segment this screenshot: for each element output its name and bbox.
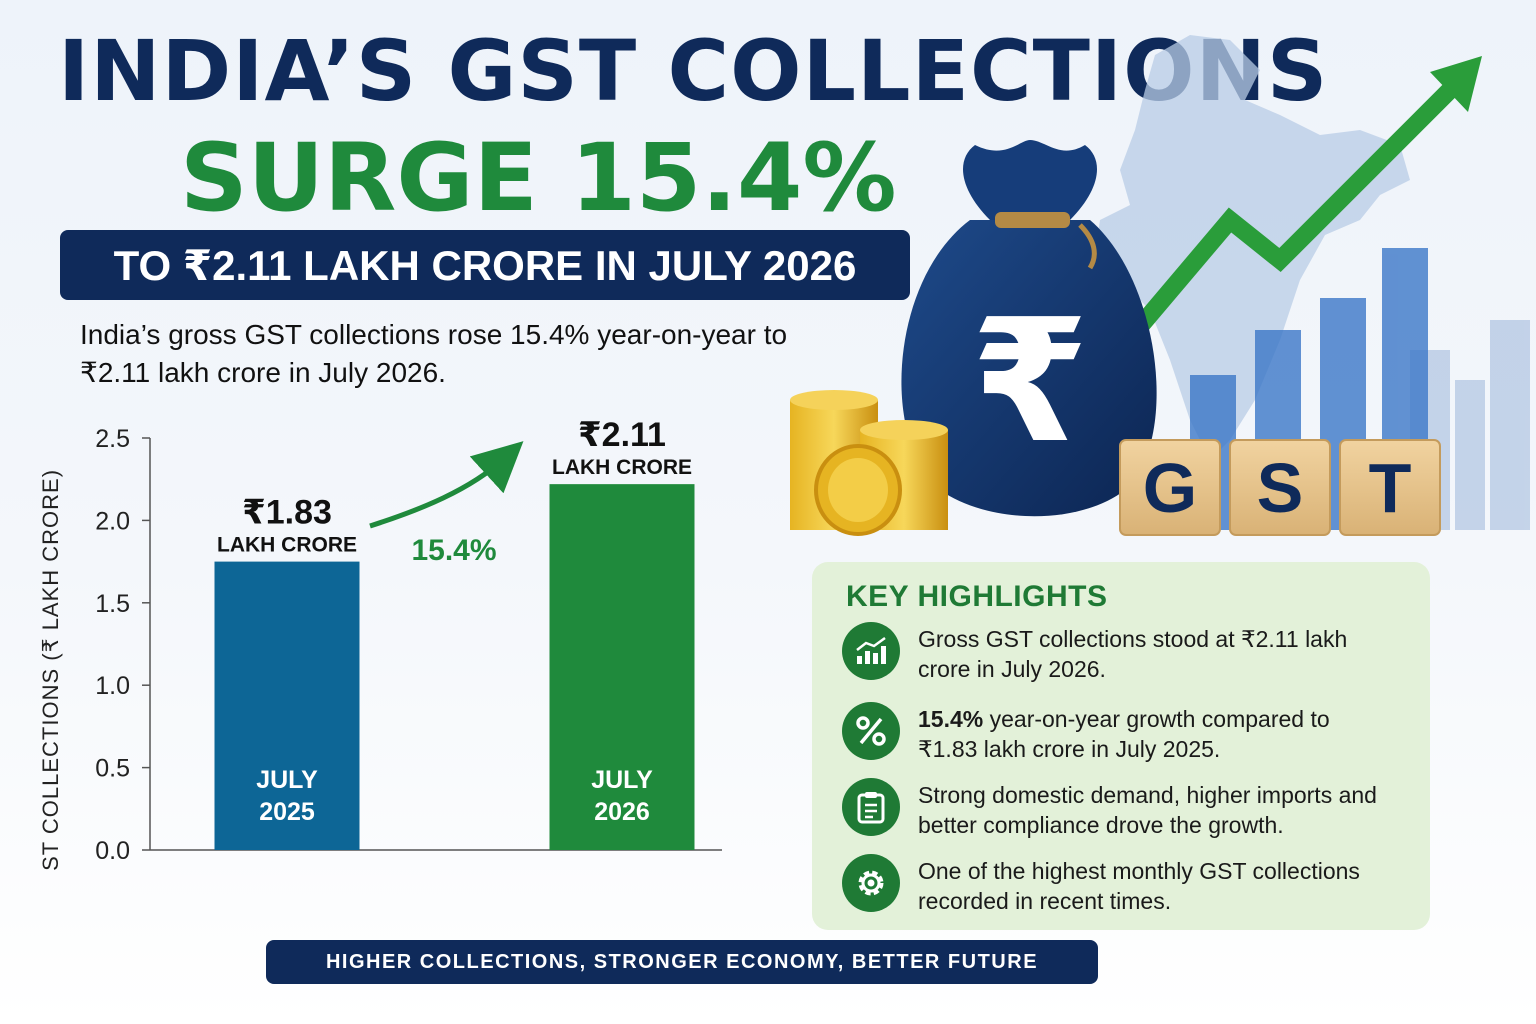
bar-unit-label: LAKH CRORE — [217, 534, 357, 557]
intro-text: India’s gross GST collections rose 15.4%… — [80, 319, 788, 388]
x-category-label: 2026 — [594, 798, 650, 826]
headline-line-1: INDIA’S GST COLLECTIONS — [58, 22, 1329, 120]
highlight-item: One of the highest monthly GST collectio… — [842, 854, 1388, 916]
block-letter-g: G — [1143, 449, 1197, 527]
bar-chart: 0.0 0.5 1.0 1.5 2.0 2.5 GST COLLECTIONS (₹ LAK… — [0, 390, 760, 889]
key-highlights-panel: KEY HIGHLIGHTS Gross GST collections sto… — [812, 562, 1430, 930]
highlight-text: Strong domestic demand, higher imports a… — [918, 780, 1388, 840]
y-tick-label: 1.5 — [95, 590, 130, 618]
y-tick-label: 0.5 — [95, 755, 130, 783]
growth-arrow — [369, 441, 524, 529]
growth-arrow-icon — [1113, 56, 1482, 356]
rupee-symbol: ₹ — [971, 283, 1089, 481]
gear-icon — [842, 854, 900, 912]
highlight-item: 15.4% year-on-year growth compared to ₹1… — [842, 702, 1388, 764]
illustration: ₹ G S T — [760, 20, 1536, 545]
highlight-text: Gross GST collections stood at ₹2.11 lak… — [918, 624, 1388, 684]
block-letter-s: S — [1257, 449, 1304, 527]
x-category-label: JULY — [591, 766, 653, 794]
bar-chart-svg: 0.0 0.5 1.0 1.5 2.0 2.5 GST COLLECTIONS (₹ LAK… — [38, 416, 722, 889]
highlight-text: 15.4% year-on-year growth compared to ₹1… — [918, 704, 1388, 764]
x-category-label: JULY — [256, 766, 318, 794]
growth-chart-icon — [842, 622, 900, 680]
bar-july-2026 — [549, 484, 695, 850]
y-tick-label: 2.0 — [95, 507, 130, 535]
highlight-item: Gross GST collections stood at ₹2.11 lak… — [842, 622, 1388, 684]
highlight-text: One of the highest monthly GST collectio… — [918, 856, 1388, 916]
bar-value-label: ₹1.83 — [242, 494, 332, 532]
bar-july-2025 — [214, 561, 360, 850]
x-category-label: 2025 — [259, 798, 315, 826]
highlight-text-bold: 15.4% — [918, 706, 984, 732]
headline-banner: TO ₹2.11 LAKH CRORE IN JULY 2026 — [60, 230, 910, 300]
highlight-text-body: Strong domestic demand, higher imports a… — [918, 782, 1377, 838]
block-letter-t: T — [1369, 449, 1412, 527]
illustration-svg: ₹ G S T — [790, 35, 1530, 536]
banner-text: TO ₹2.11 LAKH CRORE IN JULY 2026 — [113, 241, 857, 289]
y-tick-label: 2.5 — [95, 425, 130, 453]
percent-icon — [842, 702, 900, 760]
bar-unit-label: LAKH CRORE — [552, 456, 692, 479]
headline-line-2: SURGE 15.4% — [180, 124, 897, 233]
footer-text: HIGHER COLLECTIONS, STRONGER ECONOMY, BE… — [325, 950, 1039, 973]
money-bag-icon: ₹ — [901, 140, 1157, 517]
bar-value-label: ₹2.11 — [578, 416, 666, 454]
y-tick-label: 1.0 — [95, 672, 130, 700]
highlight-item: Strong domestic demand, higher imports a… — [842, 778, 1388, 840]
highlight-text-body: One of the highest monthly GST collectio… — [918, 858, 1360, 914]
highlight-text-body: Gross GST collections stood at ₹2.11 lak… — [918, 626, 1348, 682]
coin-stack-icon — [790, 390, 948, 536]
y-tick-label: 0.0 — [95, 837, 130, 865]
footer-banner: HIGHER COLLECTIONS, STRONGER ECONOMY, BE… — [266, 940, 1098, 984]
clipboard-icon — [842, 778, 900, 836]
highlight-text-body: year-on-year growth compared to ₹1.83 la… — [918, 706, 1330, 762]
growth-percent-label: 15.4% — [411, 534, 496, 567]
key-highlights-title: KEY HIGHLIGHTS — [846, 580, 1108, 613]
gst-blocks: G S T — [1119, 439, 1441, 536]
y-axis-label: GST COLLECTIONS (₹ LAKH CRORE) — [38, 469, 63, 870]
